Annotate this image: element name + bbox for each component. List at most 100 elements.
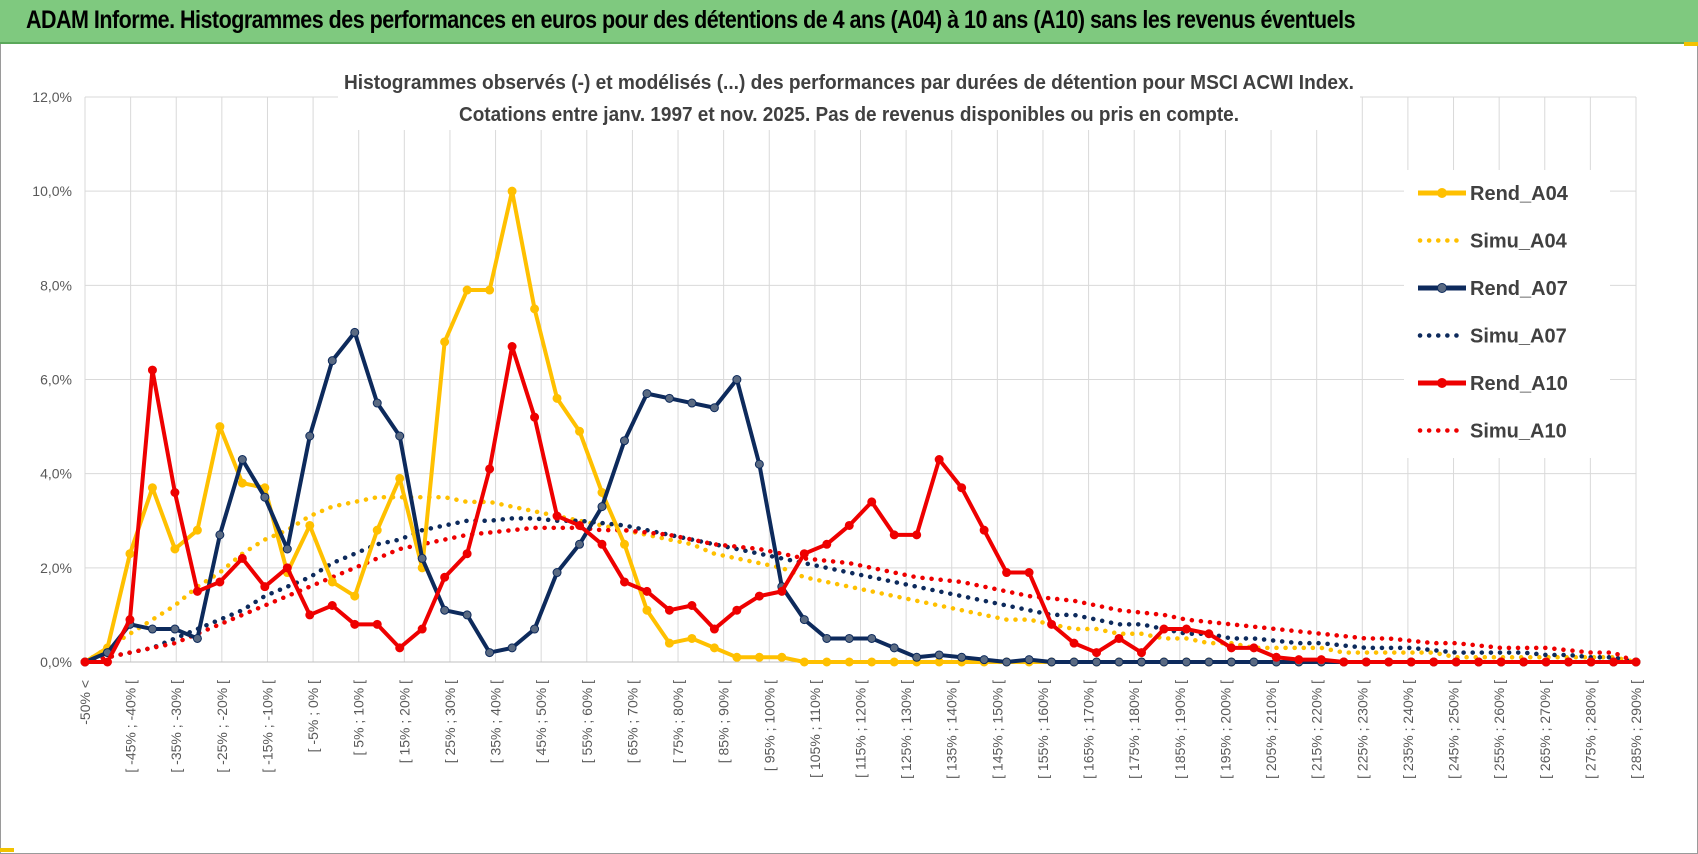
series-rend-a10-point — [664, 605, 674, 615]
title-background — [338, 64, 1360, 130]
x-tick-label: [ 195% ; 200% [ — [1217, 680, 1233, 779]
series-rend-a10-point — [327, 601, 337, 610]
series-rend-a04-point — [664, 638, 674, 648]
series-rend-a07-point — [192, 633, 202, 643]
series-rend-a07-point — [957, 652, 967, 662]
y-tick-label: 8,0% — [40, 277, 72, 293]
series-rend-a10-point — [889, 530, 899, 540]
series-rend-a07-point — [1181, 657, 1191, 667]
series-rend-a10-point — [372, 619, 382, 629]
series-rend-a04-point — [237, 478, 247, 488]
series-rend-a04-point — [507, 186, 517, 196]
series-rend-a10-point — [80, 657, 90, 667]
series-rend-a04-point — [822, 657, 832, 667]
series-rend-a04-point — [867, 657, 877, 667]
series-rend-a04-point — [619, 539, 629, 549]
series-rend-a10-point — [1204, 629, 1214, 639]
x-tick-label: [ -45% ; -40% [ — [123, 680, 139, 773]
series-rend-a07-point — [552, 568, 562, 578]
series-rend-a10-point — [957, 483, 967, 493]
series-rend-a04-point — [192, 525, 202, 535]
series-rend-a04-point — [799, 657, 809, 667]
legend-label: Simu_A04 — [1470, 231, 1568, 253]
x-tick-label: [ 65% ; 70% [ — [624, 680, 640, 763]
series-rend-a07-point — [754, 459, 764, 469]
series-rend-a10-point — [305, 610, 315, 620]
x-tick-label: [ 45% ; 50% [ — [533, 680, 549, 763]
series-rend-a10-point — [260, 582, 270, 592]
series-rend-a10-point — [1092, 648, 1102, 658]
series-rend-a10-point — [237, 553, 247, 563]
series-rend-a10-point — [1429, 657, 1439, 667]
series-rend-a07-point — [237, 455, 247, 465]
x-tick-label: [ 5% ; 10% [ — [351, 680, 367, 756]
series-rend-a07-point — [350, 327, 360, 337]
corner-mark-bottom-left — [0, 848, 14, 852]
series-rend-a07-point — [1136, 657, 1146, 667]
series-rend-a07-point — [215, 530, 225, 540]
series-rend-a07-point — [1069, 657, 1079, 667]
x-tick-label: [ 185% ; 190% [ — [1172, 680, 1188, 779]
series-rend-a07-point — [282, 544, 292, 554]
series-rend-a10-point — [867, 497, 877, 507]
series-rend-a10-point — [732, 605, 742, 615]
series-rend-a10-point — [709, 624, 719, 634]
series-rend-a10-point — [1564, 657, 1574, 667]
series-rend-a07-point — [1204, 657, 1214, 667]
x-tick-label: [ 285% ; 290% [ — [1628, 680, 1644, 779]
x-tick-label: [ 175% ; 180% [ — [1126, 680, 1142, 779]
series-rend-a10-point — [417, 624, 427, 634]
x-tick-label: [ 145% ; 150% [ — [989, 680, 1005, 779]
series-rend-a07-point — [732, 375, 742, 384]
series-rend-a10-point — [1406, 657, 1416, 667]
series-rend-a07-point — [1092, 657, 1102, 667]
legend-marker — [1437, 283, 1447, 293]
x-tick-label: [ 15% ; 20% [ — [396, 680, 412, 763]
series-simu-a10-line — [82, 525, 1639, 665]
series-rend-a10-point — [440, 572, 450, 582]
series-rend-a10-point — [1384, 657, 1394, 667]
x-tick-label: [ -15% ; -10% [ — [259, 680, 275, 773]
series-rend-a07-point — [440, 605, 450, 615]
series-rend-a10-point — [1339, 657, 1349, 667]
series-rend-a10-point — [1002, 568, 1012, 578]
series-rend-a07-point — [889, 643, 899, 653]
series-rend-a10-point — [1316, 655, 1326, 665]
series-rend-a04-point — [350, 591, 360, 601]
series-rend-a10-point — [1226, 643, 1236, 653]
series-rend-a10-point — [350, 619, 360, 629]
legend-label: Rend_A04 — [1470, 183, 1569, 205]
series-lines — [80, 186, 1641, 667]
y-tick-label: 4,0% — [40, 466, 72, 482]
series-rend-a07-point — [709, 403, 719, 413]
series-rend-a04-point — [215, 422, 225, 432]
series-rend-a07-point — [844, 633, 854, 643]
x-axis-labels: -50% < [ -45% ; -40% [[ -35% ; -30% [[ -2… — [77, 680, 1644, 779]
x-tick-label: [ 125% ; 130% [ — [898, 680, 914, 779]
series-rend-a10-point — [1181, 624, 1191, 634]
series-rend-a04-point — [844, 657, 854, 667]
series-rend-a04-point — [440, 337, 450, 347]
series-rend-a07-point — [664, 393, 674, 403]
x-tick-label: [ 105% ; 110% [ — [807, 680, 823, 778]
series-rend-a10-point — [170, 488, 180, 497]
series-rend-a04-point — [147, 483, 157, 493]
y-tick-label: 12,0% — [32, 89, 72, 105]
x-tick-label: [ 115% ; 120% [ — [853, 680, 869, 778]
legend-background — [1404, 170, 1610, 458]
series-rend-a10-point — [979, 525, 989, 535]
series-rend-a07-point — [867, 633, 877, 643]
series-rend-a07-point — [822, 633, 832, 643]
series-rend-a10-point — [1519, 657, 1529, 667]
series-rend-a10-point — [192, 586, 202, 596]
x-tick-label: [ 55% ; 60% [ — [579, 680, 595, 763]
series-rend-a10-point — [597, 539, 607, 549]
series-rend-a04-point — [372, 525, 382, 535]
series-rend-a10-point — [1069, 638, 1079, 648]
series-rend-a10-point — [799, 549, 809, 559]
series-rend-a07-point — [147, 624, 157, 634]
legend: Rend_A04 Simu_A04 Rend_A07 Simu_A07 Rend_A10… — [1404, 170, 1610, 458]
series-rend-a10-point — [1136, 648, 1146, 658]
series-rend-a10-point — [575, 520, 585, 530]
